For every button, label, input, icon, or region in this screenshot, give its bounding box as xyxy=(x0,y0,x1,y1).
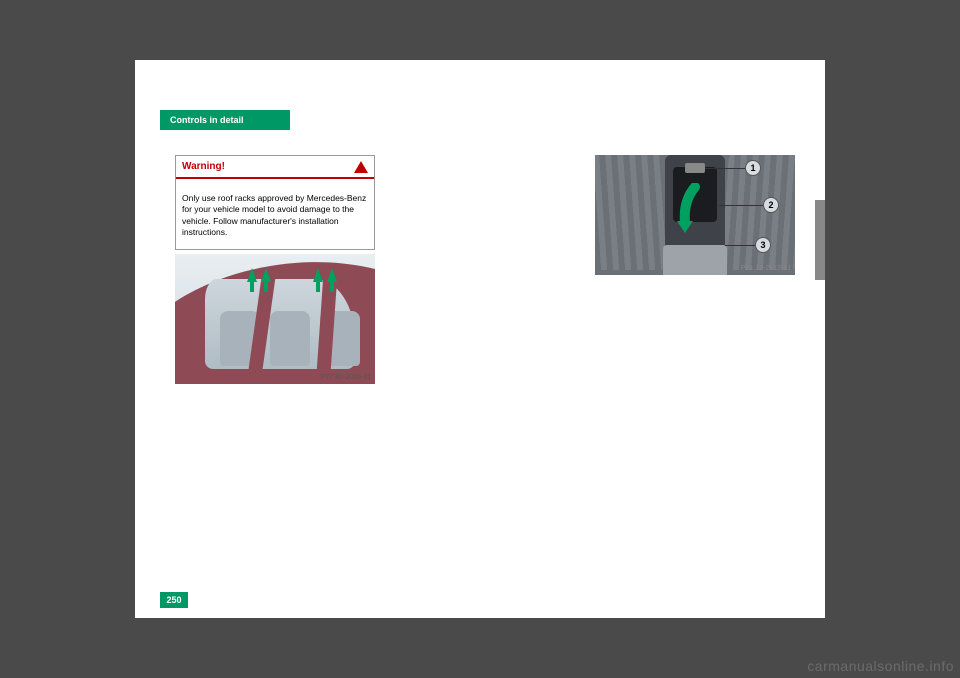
rear-seat-left xyxy=(595,155,669,270)
warning-rule xyxy=(176,178,374,179)
fold-arrow-icon xyxy=(677,183,713,233)
warning-label: Warning! xyxy=(182,160,225,173)
callout-line xyxy=(725,245,755,246)
section-title: Controls in detail xyxy=(170,115,244,125)
figure-ski-bag: 1 2 3 P91.12-2612-31 xyxy=(595,155,795,275)
watermark: carmanualsonline.info xyxy=(807,658,954,674)
manual-page: Controls in detail Warning! Only use roo… xyxy=(135,60,825,618)
figure-roof-rack: P77.40-2055-31 xyxy=(175,254,375,384)
car-seat xyxy=(270,311,310,366)
callout-3: 3 xyxy=(755,237,771,253)
warning-box: Warning! Only use roof racks approved by… xyxy=(175,155,375,250)
column-3: 1 2 3 P91.12-2612-31 xyxy=(595,155,795,279)
arrow-up-icon xyxy=(247,268,257,282)
section-tab: Controls in detail xyxy=(160,110,290,130)
arrow-up-icon xyxy=(327,268,337,282)
side-tab-stub xyxy=(815,200,825,280)
armrest xyxy=(663,245,727,275)
column-1: Warning! Only use roof racks approved by… xyxy=(175,155,375,388)
arrow-up-icon xyxy=(313,268,323,282)
arrow-up-icon xyxy=(261,268,271,282)
figure-code: P77.40-2055-31 xyxy=(321,373,371,382)
figure-code: P91.12-2612-31 xyxy=(741,264,791,273)
warning-triangle-icon xyxy=(354,161,368,173)
warning-text: Only use roof racks approved by Mercedes… xyxy=(176,187,374,249)
warning-header: Warning! xyxy=(176,156,374,178)
callout-line xyxy=(705,168,745,169)
latch-handle xyxy=(685,163,705,173)
page-number: 250 xyxy=(160,592,188,608)
callout-1: 1 xyxy=(745,160,761,176)
callout-2: 2 xyxy=(763,197,779,213)
callout-line xyxy=(719,205,763,206)
